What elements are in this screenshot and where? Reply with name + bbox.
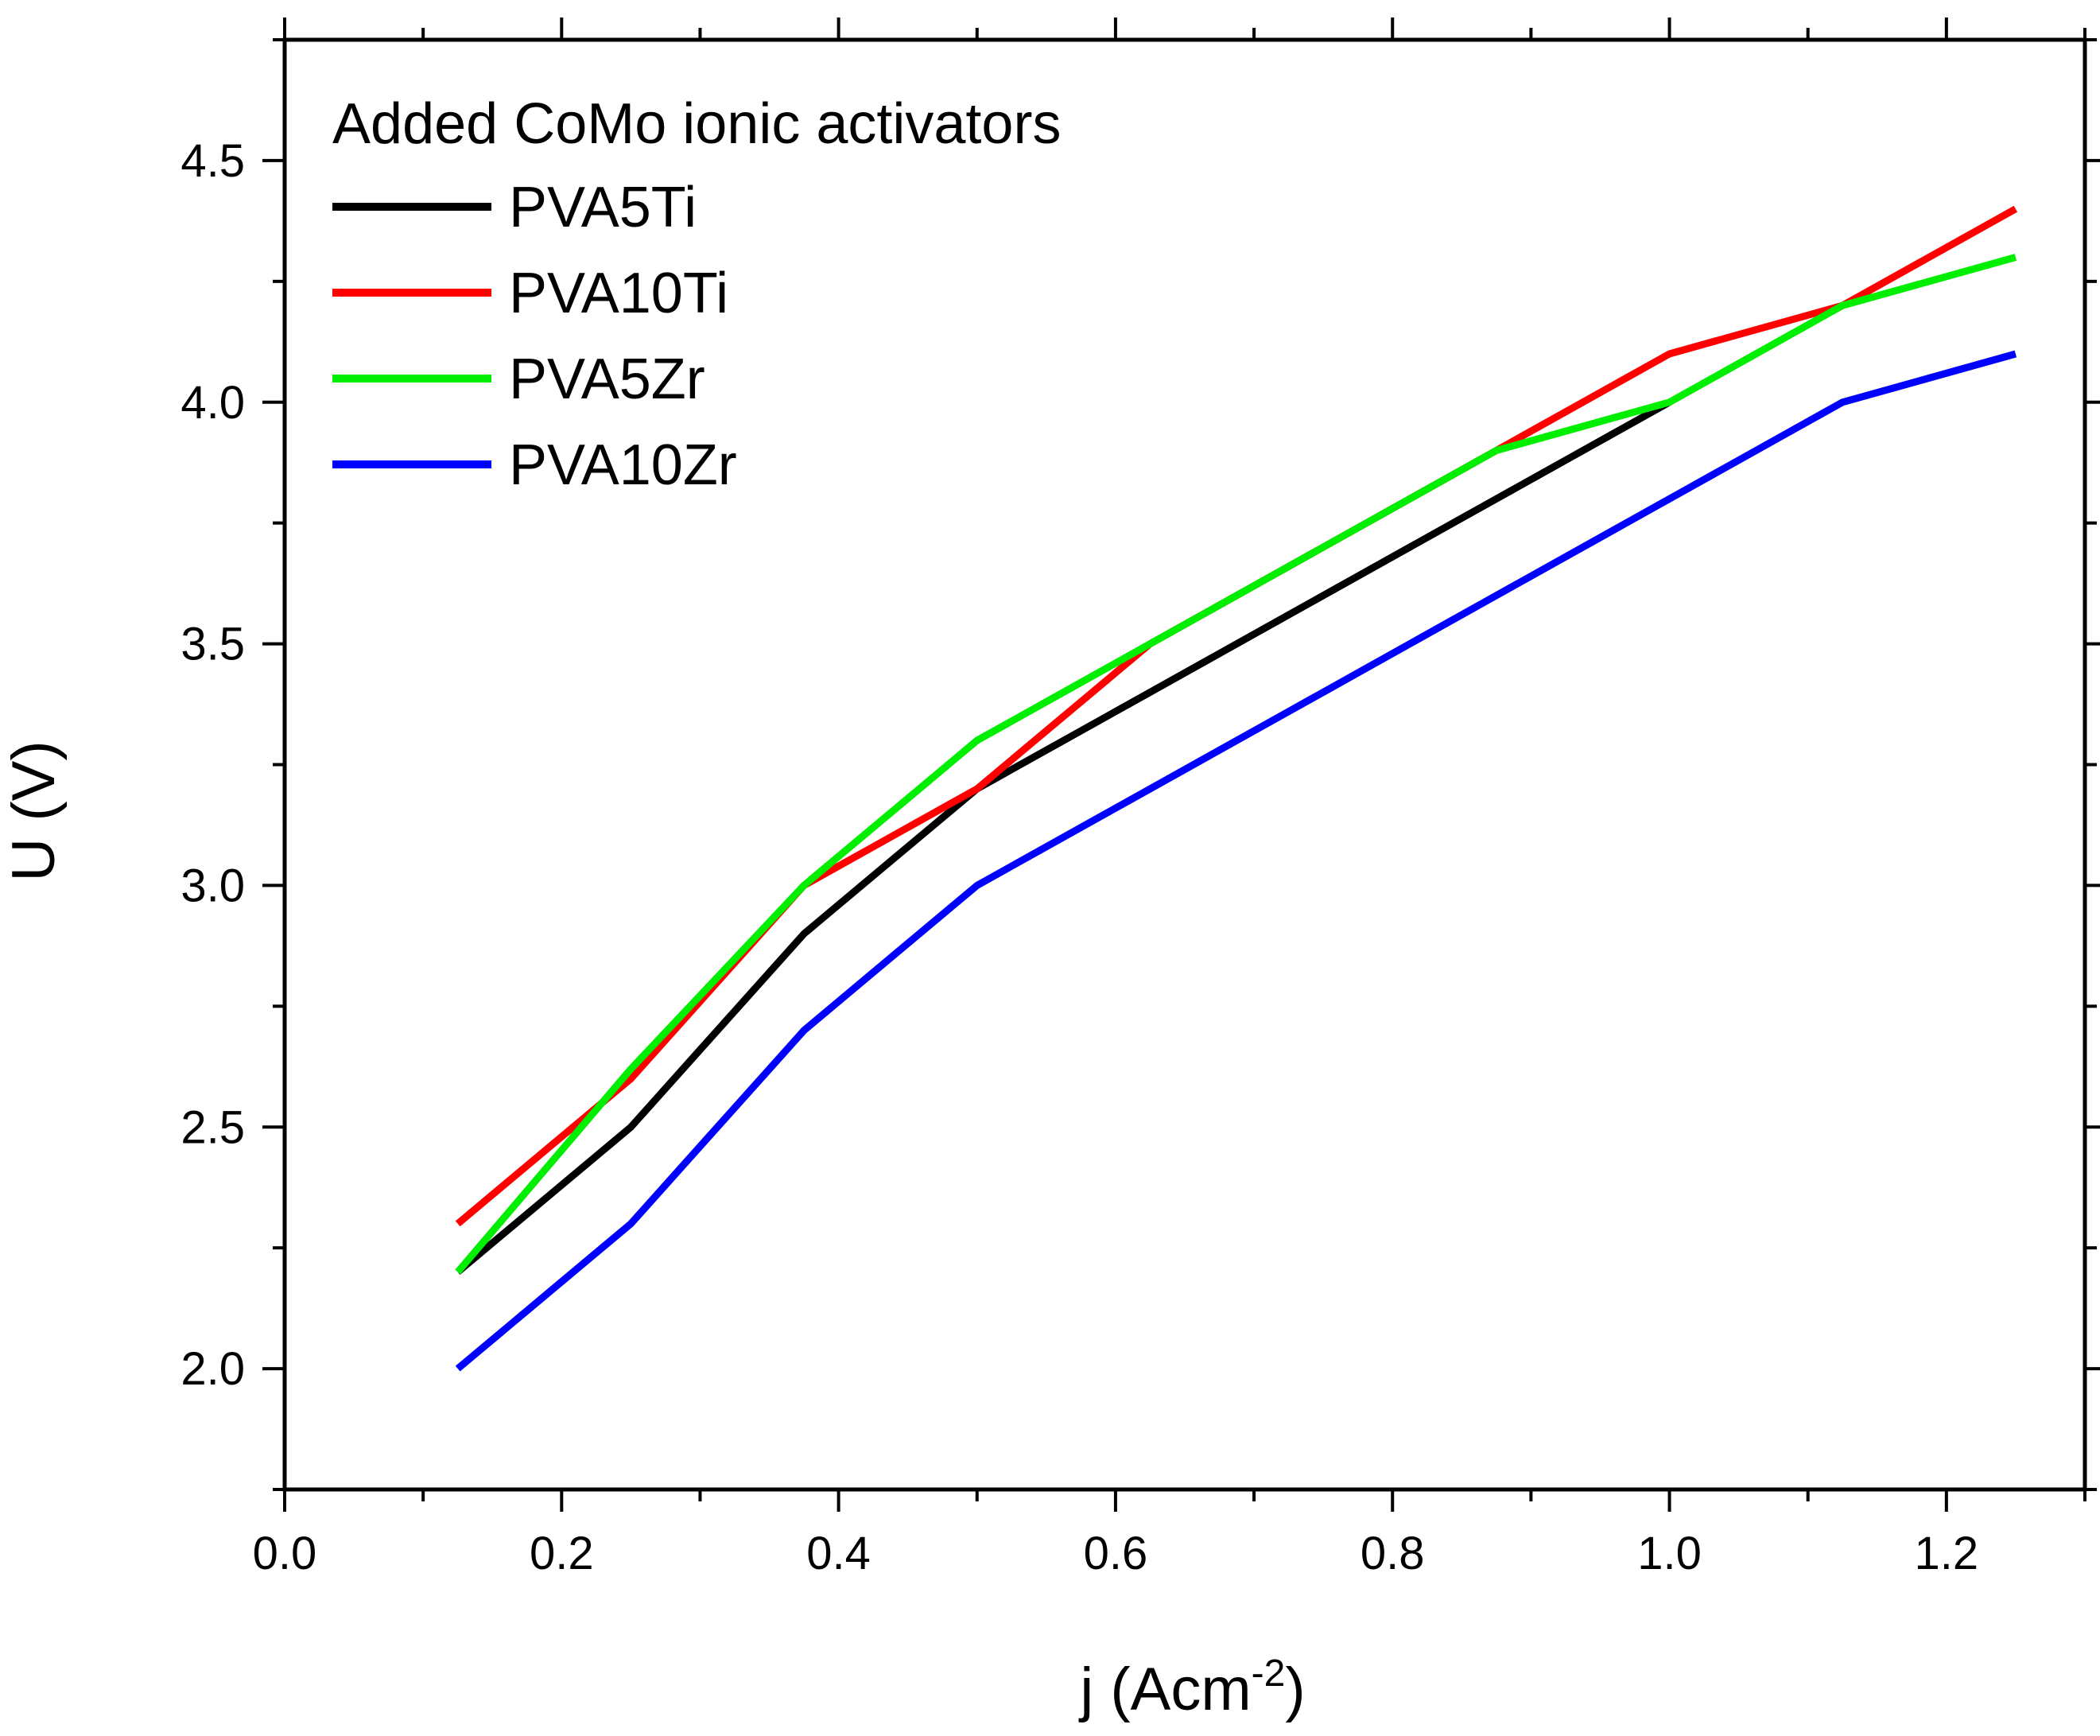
- y-tick-label: 4.5: [180, 135, 245, 187]
- y-tick-label: 3.0: [180, 860, 245, 911]
- series-line-pva5ti: [455, 398, 1671, 1275]
- x-axis-title-main: j (Acm: [1078, 1656, 1251, 1723]
- x-tick-label: 0.8: [1361, 1528, 1425, 1579]
- series-line-pva10zr: [455, 350, 2017, 1372]
- plot-frame: [282, 37, 2087, 1492]
- legend-label-pva10zr: PVA10Zr: [509, 433, 737, 497]
- series-line-pva5zr: [455, 254, 2017, 1275]
- legend-label-pva5zr: PVA5Zr: [509, 348, 705, 411]
- y-tick-label: 2.0: [180, 1343, 245, 1395]
- axis-ticks: [262, 17, 2100, 1512]
- x-axis-title: j (Acm-2): [1078, 1653, 1305, 1723]
- legend-title: Added CoMo ionic activators: [332, 92, 1061, 156]
- x-tick-label: 0.0: [253, 1528, 317, 1579]
- y-tick-label: 3.5: [180, 619, 245, 670]
- x-tick-label: 0.6: [1084, 1528, 1148, 1579]
- x-tick-label: 1.2: [1915, 1528, 1979, 1579]
- x-tick-label: 0.4: [806, 1528, 871, 1579]
- legend: Added CoMo ionic activators PVA5Ti PVA10T…: [332, 92, 1061, 497]
- legend-label-pva10ti: PVA10Ti: [509, 262, 728, 325]
- x-tick-label: 1.0: [1637, 1528, 1702, 1579]
- legend-label-pva5ti: PVA5Ti: [509, 176, 697, 239]
- y-tick-label: 4.0: [180, 377, 245, 429]
- x-axis-title-close: ): [1285, 1656, 1305, 1723]
- x-tick-label: 0.2: [530, 1528, 594, 1579]
- series-layer: [455, 205, 2018, 1372]
- y-axis-title: U (V): [0, 740, 68, 881]
- y-tick-label: 2.5: [180, 1101, 245, 1153]
- tick-labels: 0.0 0.2 0.4 0.6 0.8 1.0 1.2 2.0 2.5 3.0 3.5 4.0 4.5: [180, 135, 1978, 1579]
- x-axis-title-superscript: -2: [1252, 1653, 1286, 1695]
